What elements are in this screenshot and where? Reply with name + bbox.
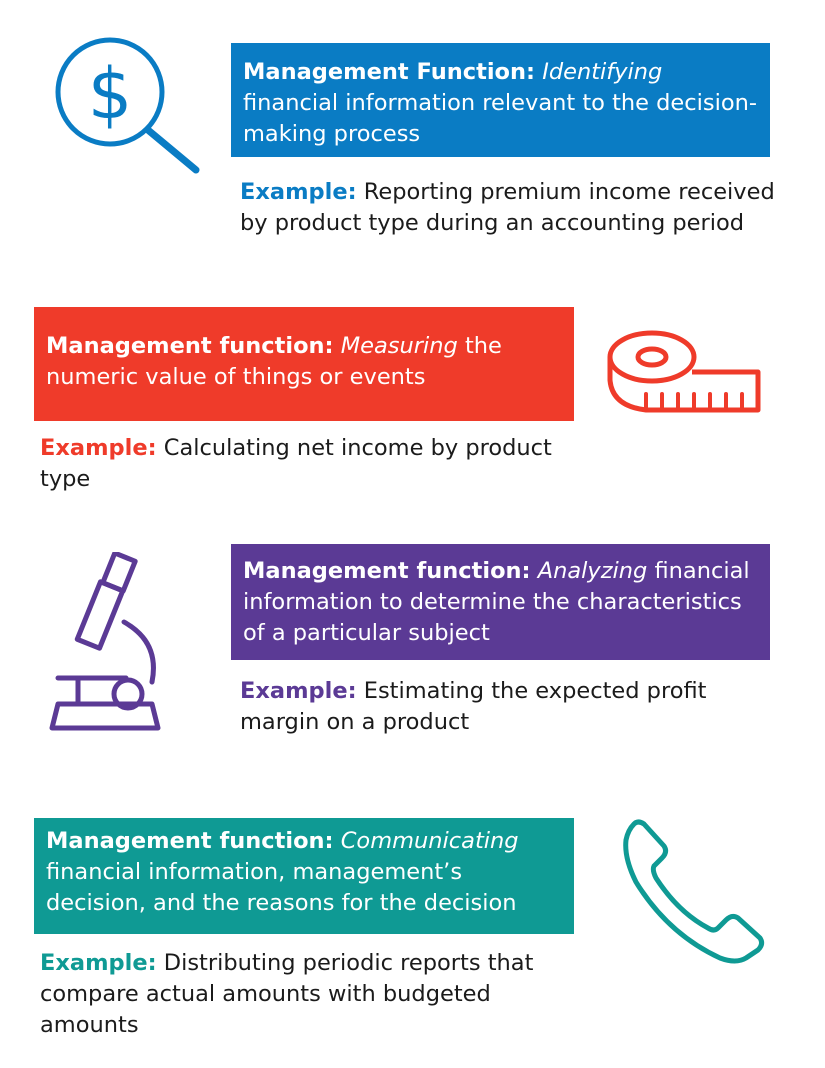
function-description: financial information relevant to the de… bbox=[243, 90, 758, 147]
function-description: the numeric value of things or events bbox=[46, 333, 502, 390]
function-verb: Identifying bbox=[542, 59, 663, 85]
function-label: Management function: bbox=[46, 828, 334, 854]
example-communicating: Example: Distributing periodic reports t… bbox=[40, 948, 550, 1041]
function-label: Management function: bbox=[243, 558, 531, 584]
function-description: financial information to determine the c… bbox=[243, 558, 750, 646]
example-identifying: Example: Reporting premium income receiv… bbox=[240, 177, 780, 239]
example-label: Example: bbox=[240, 179, 357, 205]
function-box-measuring: Management function: Measuring the numer… bbox=[34, 307, 574, 421]
function-box-communicating: Management function: Communicating finan… bbox=[34, 818, 574, 934]
example-text: Calculating net income by product type bbox=[40, 435, 552, 492]
tape-measure-icon bbox=[606, 328, 766, 418]
example-label: Example: bbox=[40, 435, 157, 461]
phone-icon bbox=[616, 816, 768, 964]
example-text: Distributing periodic reports that compa… bbox=[40, 950, 534, 1038]
function-verb: Measuring bbox=[340, 333, 458, 359]
function-label: Management function: bbox=[46, 333, 334, 359]
example-measuring: Example: Calculating net income by produ… bbox=[40, 433, 560, 495]
function-box-analyzing: Management function: Analyzing financial… bbox=[231, 544, 770, 660]
example-label: Example: bbox=[40, 950, 157, 976]
svg-text:$: $ bbox=[88, 53, 133, 135]
function-verb: Communicating bbox=[340, 828, 519, 854]
example-label: Example: bbox=[240, 678, 357, 704]
function-box-identifying: Management Function: Identifying financi… bbox=[231, 43, 770, 157]
function-verb: Analyzing bbox=[537, 558, 648, 584]
example-text: Reporting premium income received by pro… bbox=[240, 179, 775, 236]
function-description: financial information, management’s deci… bbox=[46, 859, 517, 916]
dollar-magnifier-icon: $ bbox=[52, 26, 204, 176]
function-label: Management Function: bbox=[243, 59, 536, 85]
example-analyzing: Example: Estimating the expected profit … bbox=[240, 676, 760, 738]
microscope-icon bbox=[48, 552, 172, 742]
example-text: Estimating the expected profit margin on… bbox=[240, 678, 707, 735]
